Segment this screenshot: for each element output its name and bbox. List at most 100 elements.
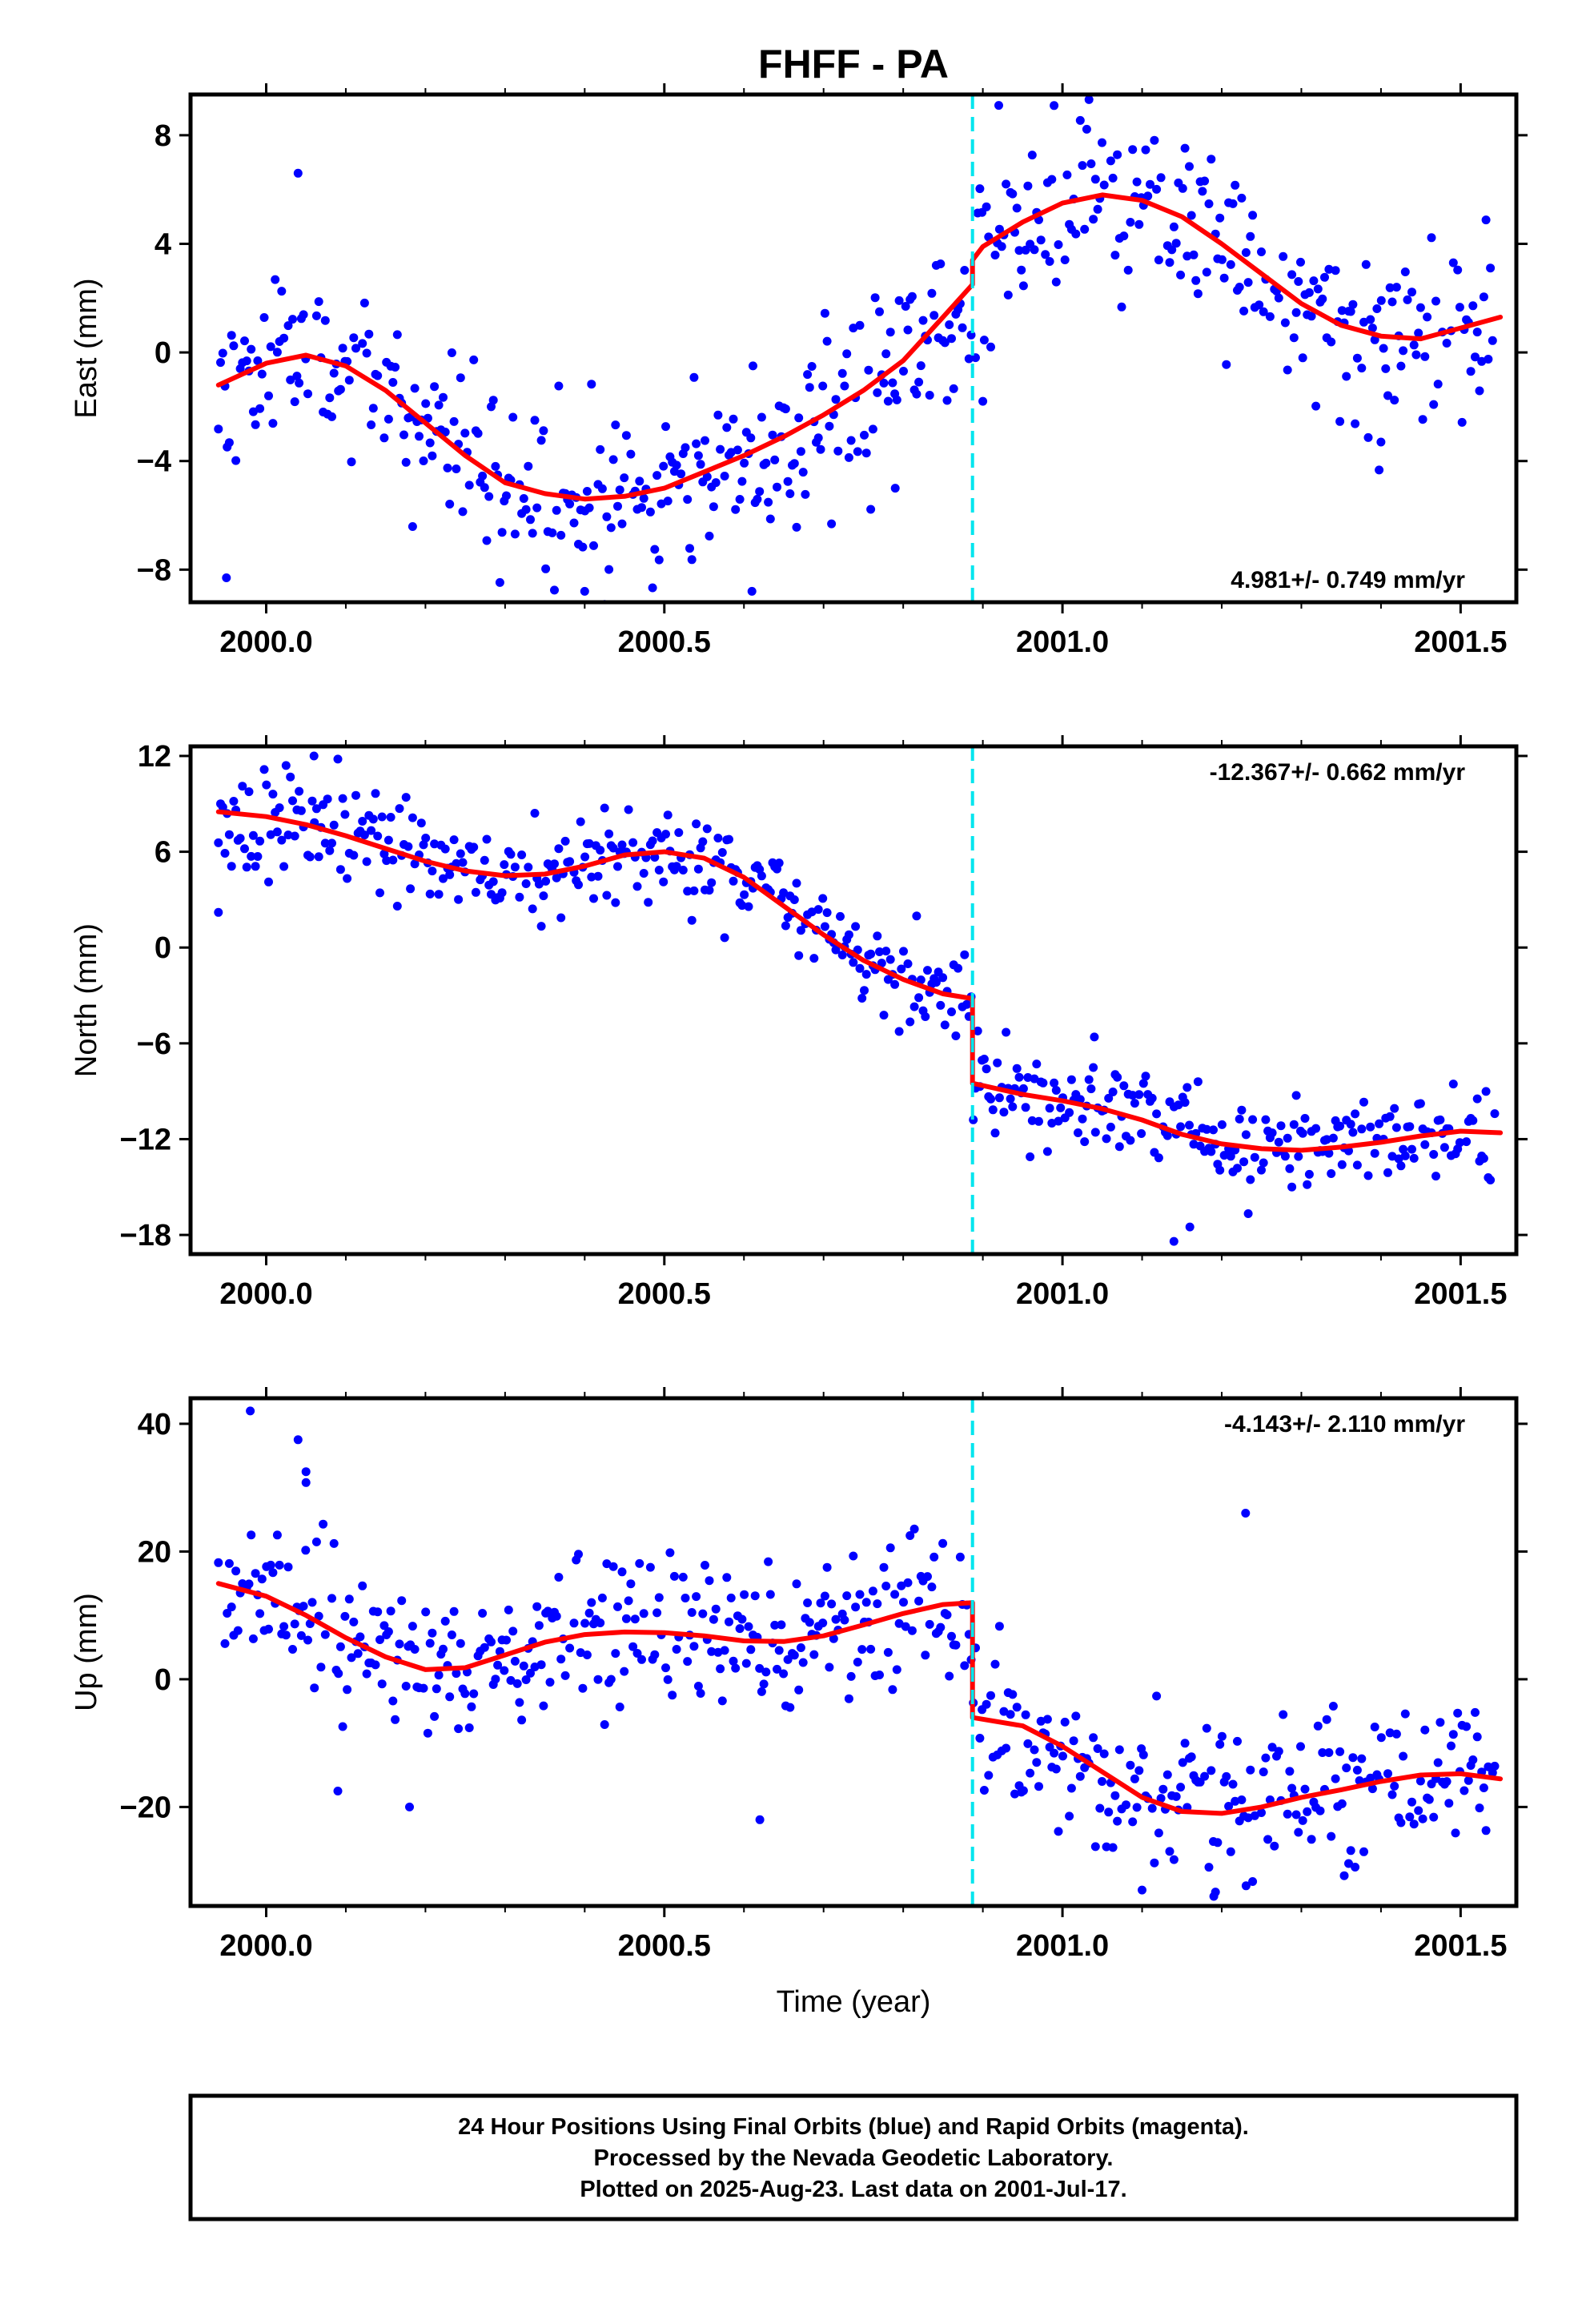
north-data-point bbox=[954, 963, 963, 973]
north-data-point bbox=[262, 780, 271, 790]
east-data-point bbox=[693, 451, 703, 460]
east-data-point bbox=[1335, 416, 1345, 426]
east-data-point bbox=[803, 370, 813, 380]
up-data-point bbox=[773, 1664, 781, 1674]
north-data-point bbox=[639, 869, 648, 878]
north-data-point bbox=[881, 947, 891, 956]
east-data-point bbox=[770, 455, 780, 464]
east-data-point bbox=[705, 531, 714, 541]
up-data-point bbox=[430, 1711, 440, 1721]
up-data-point bbox=[611, 1649, 620, 1659]
north-data-point bbox=[713, 834, 723, 842]
up-data-point bbox=[803, 1598, 813, 1607]
east-data-point bbox=[1296, 257, 1305, 267]
up-data-point bbox=[626, 1579, 636, 1589]
east-data-point bbox=[290, 397, 299, 407]
east-data-point bbox=[1320, 272, 1329, 282]
up-data-point bbox=[251, 1569, 260, 1578]
north-data-point bbox=[973, 1026, 982, 1035]
east-data-point bbox=[392, 330, 402, 340]
east-data-point bbox=[1237, 193, 1247, 203]
east-data-point bbox=[1089, 215, 1098, 224]
east-data-point bbox=[1366, 315, 1375, 324]
east-data-point bbox=[528, 529, 537, 538]
north-data-point bbox=[1385, 1112, 1395, 1121]
up-data-point bbox=[532, 1602, 542, 1611]
up-data-point bbox=[397, 1596, 407, 1606]
north-y-axis-label: North (mm) bbox=[70, 923, 103, 1077]
north-data-point bbox=[290, 831, 299, 841]
north-data-point bbox=[1472, 1094, 1482, 1104]
north-data-point bbox=[327, 838, 336, 848]
east-data-point bbox=[425, 438, 435, 448]
north-data-point bbox=[383, 835, 393, 845]
east-data-point bbox=[792, 522, 801, 532]
east-data-point bbox=[1243, 278, 1253, 287]
up-data-point bbox=[620, 1667, 629, 1676]
north-data-point bbox=[218, 802, 227, 812]
north-data-point bbox=[227, 862, 236, 871]
east-data-point bbox=[329, 368, 339, 378]
north-data-point bbox=[277, 835, 287, 845]
north-data-point bbox=[1090, 1032, 1099, 1042]
east-data-point bbox=[277, 287, 287, 296]
east-data-point bbox=[1204, 199, 1214, 208]
east-data-point bbox=[615, 485, 624, 495]
east-data-point bbox=[1433, 380, 1443, 389]
up-data-point bbox=[1433, 1758, 1443, 1767]
up-data-point bbox=[892, 1665, 901, 1675]
east-data-point bbox=[927, 288, 937, 298]
east-data-point bbox=[1008, 189, 1018, 199]
east-data-point bbox=[240, 336, 249, 346]
east-data-point bbox=[1481, 215, 1491, 225]
north-data-point bbox=[698, 837, 708, 846]
east-data-point bbox=[1318, 294, 1327, 304]
up-data-point bbox=[355, 1632, 365, 1642]
north-data-point bbox=[1462, 1137, 1472, 1147]
east-data-point bbox=[1390, 396, 1399, 405]
east-data-point bbox=[358, 339, 367, 348]
up-data-point bbox=[447, 1630, 456, 1639]
east-data-point bbox=[495, 577, 504, 587]
north-data-point bbox=[1138, 1079, 1148, 1088]
up-data-point bbox=[504, 1605, 513, 1614]
up-data-point bbox=[947, 1631, 956, 1641]
up-data-point bbox=[637, 1655, 646, 1664]
up-data-point bbox=[1352, 1765, 1362, 1775]
footer-box: 24 Hour Positions Using Final Orbits (bl… bbox=[188, 2093, 1519, 2221]
north-data-point bbox=[1383, 1168, 1392, 1177]
east-data-point bbox=[1002, 179, 1011, 189]
north-data-point bbox=[1119, 1081, 1129, 1091]
up-data-point bbox=[986, 1691, 995, 1700]
up-data-point bbox=[1134, 1766, 1144, 1775]
east-data-point bbox=[975, 184, 985, 194]
up-data-point bbox=[373, 1607, 383, 1617]
north-data-point bbox=[1261, 1115, 1271, 1124]
east-data-point bbox=[1023, 181, 1033, 191]
up-data-point bbox=[1300, 1784, 1310, 1794]
up-data-point bbox=[741, 1659, 751, 1668]
east-data-point bbox=[1018, 281, 1028, 291]
east-data-point bbox=[227, 331, 236, 340]
up-data-point bbox=[419, 1683, 428, 1693]
up-data-point bbox=[536, 1660, 546, 1670]
east-data-point bbox=[870, 293, 880, 303]
up-data-point bbox=[1215, 1739, 1225, 1749]
up-data-point bbox=[1034, 1782, 1043, 1791]
east-data-point bbox=[1099, 180, 1109, 190]
north-data-point bbox=[744, 902, 753, 911]
up-data-point bbox=[1152, 1691, 1162, 1701]
up-data-point bbox=[831, 1614, 841, 1624]
up-data-point bbox=[1447, 1741, 1456, 1751]
north-frame bbox=[188, 744, 1519, 1256]
east-data-point bbox=[1376, 437, 1386, 447]
up-data-point bbox=[1383, 1769, 1392, 1779]
east-data-point bbox=[1146, 179, 1154, 189]
north-data-point bbox=[940, 1020, 950, 1030]
east-data-point bbox=[765, 514, 775, 524]
up-data-point bbox=[1318, 1748, 1327, 1757]
east-data-point bbox=[1012, 203, 1022, 213]
up-data-point bbox=[606, 1675, 616, 1684]
north-data-point bbox=[936, 1000, 946, 1010]
